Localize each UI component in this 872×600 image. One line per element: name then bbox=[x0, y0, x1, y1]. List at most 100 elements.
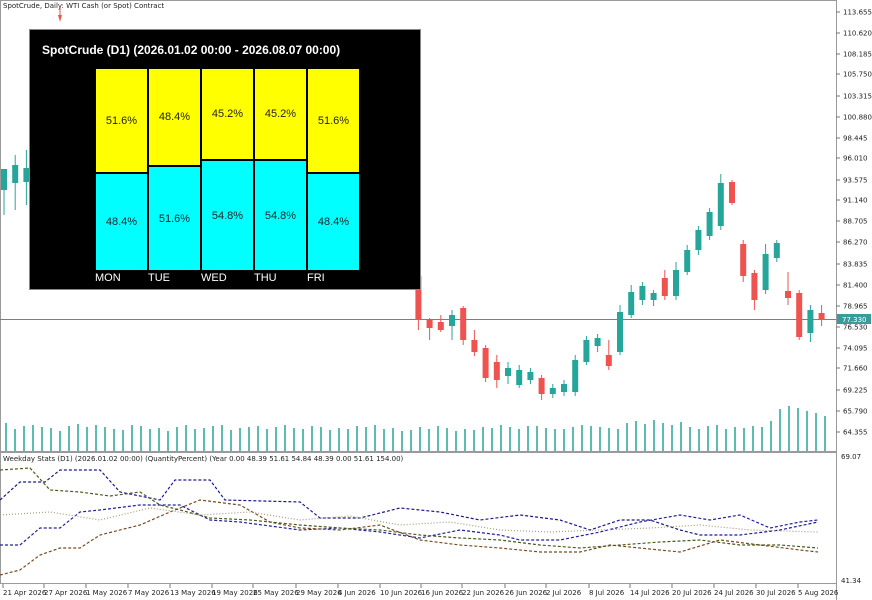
candle-body bbox=[818, 313, 825, 320]
candle-body bbox=[650, 293, 657, 300]
weekday-column-tue: 48.4% 51.6% bbox=[148, 68, 201, 271]
candle-body bbox=[449, 315, 455, 326]
chart-title: SpotCrude, Daily: WTI Cash (or Spot) Con… bbox=[3, 2, 165, 10]
indicator-tick-top: 69.07 bbox=[841, 453, 861, 461]
weekday-label: THU bbox=[254, 272, 277, 284]
weekday-label: MON bbox=[95, 272, 121, 284]
current-price-badge bbox=[837, 314, 871, 324]
date-tick-label: 1 May 2026 bbox=[86, 589, 128, 597]
candle-body bbox=[717, 183, 724, 226]
weekday-column-mon: 51.6% 48.4% bbox=[95, 68, 148, 271]
candle-body bbox=[594, 338, 601, 346]
up-percent-segment: 51.6% bbox=[307, 68, 360, 173]
date-tick-label: 27 Apr 2026 bbox=[44, 589, 88, 597]
date-tick-label: 8 Jul 2026 bbox=[589, 589, 625, 597]
price-tick-label: 96.010 bbox=[843, 155, 868, 163]
date-tick-label: 24 Jul 2026 bbox=[714, 589, 754, 597]
date-tick-label: 26 Jun 2026 bbox=[505, 589, 548, 597]
candle-body bbox=[751, 273, 758, 300]
date-tick-label: 2 Jul 2026 bbox=[546, 589, 582, 597]
candle-body bbox=[538, 378, 545, 394]
price-tick-label: 100.880 bbox=[843, 114, 872, 122]
date-tick-label: 30 Jul 2026 bbox=[756, 589, 796, 597]
price-tick-label: 88.705 bbox=[843, 218, 868, 226]
date-tick-label: 21 Apr 2026 bbox=[3, 589, 47, 597]
down-percent-segment: 48.4% bbox=[95, 173, 148, 271]
price-tick-label: 113.655 bbox=[843, 9, 872, 17]
indicator-label: Weekday Stats (D1) (2026.01.02 00:00) (Q… bbox=[3, 455, 404, 463]
price-tick-label: 69.225 bbox=[843, 387, 868, 395]
weekday-stats-panel: SpotCrude (D1) (2026.01.02 00:00 - 2026.… bbox=[29, 29, 421, 290]
date-tick-label: 19 May 2026 bbox=[212, 589, 258, 597]
price-tick-label: 105.750 bbox=[843, 71, 872, 79]
candle-body bbox=[661, 278, 668, 296]
candle-body bbox=[706, 212, 713, 236]
weekday-label: FRI bbox=[307, 272, 325, 284]
candle-body bbox=[471, 340, 478, 352]
candle-body bbox=[1, 169, 7, 190]
candle-body bbox=[639, 286, 646, 300]
volume-bars-group bbox=[5, 406, 826, 451]
price-tick-label: 64.355 bbox=[843, 429, 868, 437]
candle-body bbox=[684, 250, 691, 272]
indicator-line bbox=[0, 504, 819, 546]
candle-body bbox=[583, 340, 590, 362]
candle-body bbox=[762, 254, 769, 290]
weekday-stats-lines bbox=[0, 467, 819, 576]
weekday-label: TUE bbox=[148, 272, 170, 284]
candle-body bbox=[415, 276, 422, 320]
candle-body bbox=[796, 293, 803, 337]
price-axis: 113.655 110.620 108.185 105.750 103.315 100.8… bbox=[836, 9, 872, 437]
indicator-line bbox=[0, 507, 819, 533]
price-tick-label: 81.400 bbox=[843, 282, 868, 290]
candle-body bbox=[549, 388, 556, 394]
arrow-marker-icon bbox=[58, 15, 62, 22]
candle-body bbox=[516, 370, 523, 385]
price-tick-label: 83.835 bbox=[843, 261, 868, 269]
up-percent-segment: 45.2% bbox=[254, 68, 307, 160]
price-tick-label: 76.530 bbox=[843, 324, 868, 332]
weekday-label: WED bbox=[201, 272, 227, 284]
date-tick-label: 5 Aug 2026 bbox=[798, 589, 839, 597]
price-tick-label: 103.315 bbox=[843, 93, 872, 101]
indicator-line bbox=[0, 499, 819, 576]
date-tick-label: 16 Jun 2026 bbox=[421, 589, 464, 597]
date-tick-label: 20 Jul 2026 bbox=[672, 589, 712, 597]
indicator-line bbox=[0, 469, 819, 536]
candle-body bbox=[740, 244, 747, 276]
weekday-column-wed: 45.2% 54.8% bbox=[201, 68, 254, 271]
price-tick-label: 65.790 bbox=[843, 408, 868, 416]
candle-body bbox=[12, 165, 19, 183]
stats-panel-header: SpotCrude (D1) (2026.01.02 00:00 - 2026.… bbox=[42, 43, 341, 57]
candle-body bbox=[605, 355, 612, 366]
price-tick-label: 86.270 bbox=[843, 239, 868, 247]
candle-body bbox=[673, 270, 679, 296]
candle-body bbox=[561, 384, 567, 392]
up-percent-segment: 45.2% bbox=[201, 68, 254, 160]
candle-body bbox=[493, 362, 500, 380]
up-percent-segment: 51.6% bbox=[95, 68, 148, 173]
price-tick-label: 98.445 bbox=[843, 135, 868, 143]
date-tick-label: 4 Jun 2026 bbox=[338, 589, 376, 597]
price-tick-label: 91.140 bbox=[843, 197, 868, 205]
price-tick-label: 108.185 bbox=[843, 51, 872, 59]
date-tick-label: 13 May 2026 bbox=[170, 589, 216, 597]
candle-body bbox=[785, 291, 791, 298]
candle-body bbox=[628, 292, 635, 315]
date-tick-label: 7 May 2026 bbox=[128, 589, 170, 597]
indicator-pane-frame bbox=[0, 452, 837, 584]
date-tick-label: 25 May 2026 bbox=[253, 589, 299, 597]
indicator-line bbox=[0, 467, 819, 549]
price-tick-label: 78.965 bbox=[843, 303, 868, 311]
weekday-column-fri: 51.6% 48.4% bbox=[307, 68, 360, 271]
candle-body bbox=[426, 320, 433, 328]
down-percent-segment: 51.6% bbox=[148, 166, 201, 271]
price-tick-label: 71.660 bbox=[843, 365, 868, 373]
candle-body bbox=[773, 243, 780, 258]
candle-body bbox=[729, 182, 735, 203]
candle-body bbox=[437, 322, 444, 330]
candle-body bbox=[505, 368, 511, 376]
price-tick-label: 110.620 bbox=[843, 30, 872, 38]
